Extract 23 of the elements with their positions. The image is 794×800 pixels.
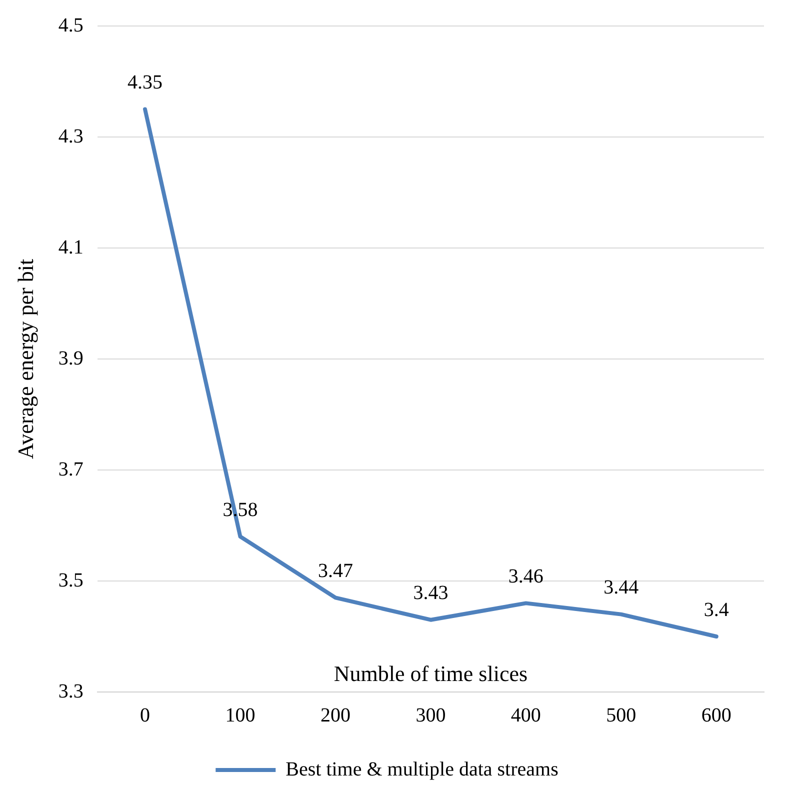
- data-label: 4.35: [128, 72, 163, 94]
- y-tick-label: 3.7: [58, 458, 84, 480]
- x-axis-title: Numble of time slices: [334, 660, 528, 686]
- y-axis-title: Average energy per bit: [12, 258, 38, 460]
- legend-label: Best time & multiple data streams: [286, 758, 559, 780]
- y-tick-label: 3.3: [58, 680, 84, 702]
- y-tick-label: 4.1: [58, 236, 84, 258]
- x-tick-label: 400: [510, 704, 541, 726]
- x-tick-label: 200: [320, 704, 350, 726]
- x-tick-label: 500: [606, 704, 636, 726]
- x-tick-label: 300: [416, 704, 446, 726]
- x-tick-label: 0: [140, 704, 150, 726]
- y-tick-label: 3.9: [58, 347, 84, 370]
- y-tick-label: 4.5: [58, 14, 84, 36]
- data-label: 3.4: [704, 598, 729, 621]
- y-tick-label: 3.5: [58, 569, 84, 592]
- y-tick-label: 4.3: [58, 125, 84, 148]
- x-tick-label: 100: [225, 704, 256, 726]
- data-label: 3.44: [604, 576, 639, 599]
- data-label: 3.47: [318, 560, 353, 582]
- x-tick-label: 600: [701, 704, 732, 726]
- data-label: 3.46: [508, 565, 544, 588]
- data-label: 3.43: [413, 582, 448, 604]
